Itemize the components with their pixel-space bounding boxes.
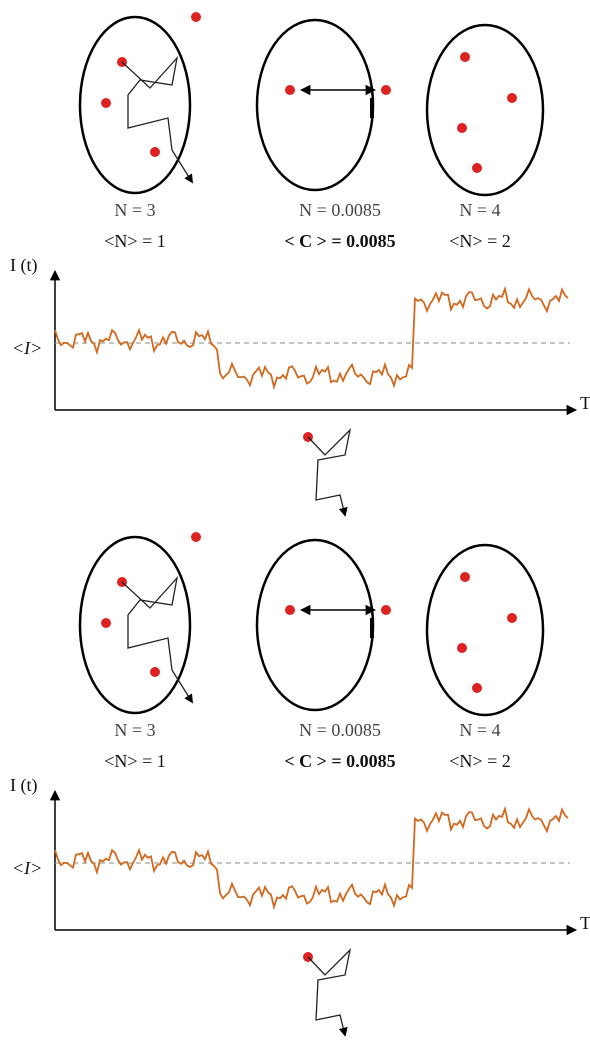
x-axis-label: T: [580, 393, 590, 413]
count-label: N = 0.0085: [299, 200, 381, 220]
particle: [460, 52, 470, 62]
intensity-trace: [54, 805, 569, 911]
panel: N = 3 <N> = 1 N = 0.0085 < C > = 0.0085 N = …: [10, 12, 590, 517]
volume: [255, 18, 375, 192]
volume: [255, 538, 375, 712]
particle: [457, 123, 467, 133]
particle: [472, 683, 482, 693]
volume: [425, 543, 545, 717]
random-walk: [121, 575, 193, 704]
particle: [191, 532, 201, 542]
x-axis-label: T: [580, 913, 590, 933]
mean-label: < C > = 0.0085: [284, 751, 395, 771]
intensity-trace: [54, 285, 569, 391]
mean-label: <N> = 2: [449, 751, 510, 771]
random-walk: [307, 948, 352, 1037]
mean-level-label: <I>: [12, 858, 42, 878]
mean-label: <N> = 1: [104, 751, 165, 771]
particle: [150, 667, 160, 677]
y-axis-label: I (t): [10, 255, 37, 276]
volume: [78, 535, 192, 715]
particle: [101, 98, 111, 108]
random-walk: [121, 55, 193, 184]
count-label: N = 4: [459, 720, 500, 740]
particle: [507, 613, 517, 623]
particle: [457, 643, 467, 653]
particle: [101, 618, 111, 628]
random-walk: [307, 428, 352, 517]
particle: [285, 605, 295, 615]
y-axis-label: I (t): [10, 775, 37, 796]
volume: [425, 23, 545, 197]
mean-level-label: <I>: [12, 338, 42, 358]
mean-label: < C > = 0.0085: [284, 231, 395, 251]
mean-label: <N> = 1: [104, 231, 165, 251]
mean-label: <N> = 2: [449, 231, 510, 251]
particle: [381, 605, 391, 615]
count-label: N = 3: [114, 200, 155, 220]
particle: [150, 147, 160, 157]
volume: [78, 15, 192, 195]
particle: [381, 85, 391, 95]
count-label: N = 3: [114, 720, 155, 740]
count-label: N = 0.0085: [299, 720, 381, 740]
panel: N = 3 <N> = 1 N = 0.0085 < C > = 0.0085 N = …: [10, 532, 590, 1037]
count-label: N = 4: [459, 200, 500, 220]
particle: [472, 163, 482, 173]
particle: [285, 85, 295, 95]
particle: [507, 93, 517, 103]
particle: [460, 572, 470, 582]
particle: [191, 12, 201, 22]
